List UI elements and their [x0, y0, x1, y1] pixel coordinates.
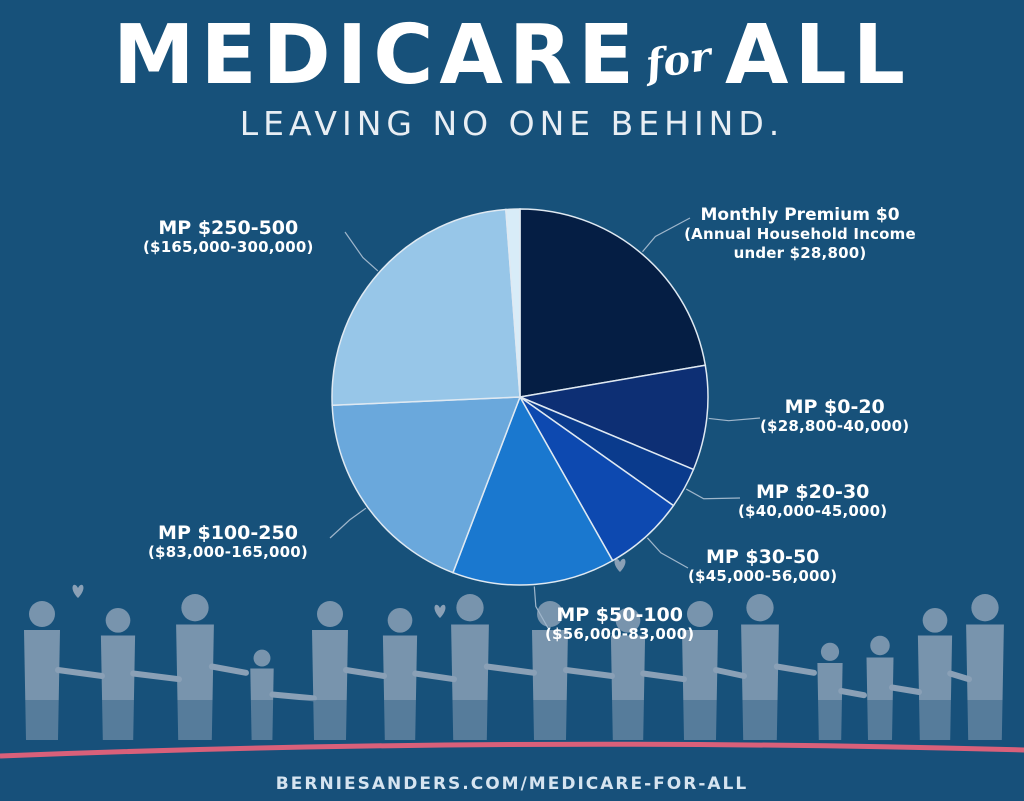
leader-line-1 [708, 417, 761, 422]
pie-slice-7 [505, 208, 521, 398]
accent-line [0, 741, 1024, 759]
leader-line-2 [685, 488, 741, 500]
label-slice-2: MP $20-30 ($40,000-45,000) [738, 483, 887, 521]
person-silhouette [610, 607, 646, 740]
pie-slice-6 [331, 208, 521, 407]
pie-slices [331, 208, 709, 586]
label-0-income: (Annual Household Income under $28,800) [684, 225, 916, 262]
pie-slice-1 [517, 364, 709, 471]
leader-line-0 [642, 217, 691, 253]
pie-slice-4 [452, 395, 614, 586]
person-silhouette [176, 594, 214, 740]
label-2-income: ($40,000-45,000) [738, 502, 888, 520]
label-4-income: ($56,000-83,000) [545, 625, 695, 643]
label-3-income: ($45,000-56,000) [688, 567, 838, 585]
label-slice-1: MP $0-20 ($28,800-40,000) [760, 398, 909, 436]
page-title: MEDICAREfor ALL [0, 6, 1024, 111]
person-silhouette [532, 601, 568, 740]
page-subtitle: LEAVING NO ONE BEHIND. [239, 104, 785, 143]
footer-url: BERNIESANDERS.COM/MEDICARE-FOR-ALL [275, 774, 749, 794]
heart-icon [72, 584, 84, 598]
label-5-income: ($83,000-165,000) [148, 543, 308, 561]
label-4-mp: MP $50-100 [556, 604, 683, 626]
leader-line-4 [533, 586, 549, 629]
person-silhouette [817, 642, 843, 740]
person-silhouette [24, 601, 60, 740]
label-slice-3: MP $30-50 ($45,000-56,000) [688, 548, 837, 586]
leader-line-5 [329, 507, 367, 539]
label-5-mp: MP $100-250 [158, 522, 298, 544]
person-silhouette [451, 594, 489, 740]
label-slice-4: MP $50-100 ($56,000-83,000) [545, 606, 694, 644]
person-silhouette [382, 607, 418, 740]
leader-lines [329, 217, 761, 629]
person-silhouette [100, 607, 136, 740]
person-silhouette [312, 601, 348, 740]
title-medicare: MEDICARE [113, 8, 641, 103]
label-0-mp: Monthly Premium $0 [700, 205, 900, 225]
heart-icon [434, 604, 446, 618]
heart-icon [614, 558, 626, 572]
label-1-income: ($28,800-40,000) [760, 417, 910, 435]
person-silhouette [682, 601, 718, 740]
label-6-income: ($165,000-300,000) [143, 238, 314, 256]
label-6-mp: MP $250-500 [158, 217, 299, 239]
label-slice-6: MP $250-500 ($165,000-300,000) [143, 219, 314, 257]
pie-slice-0 [519, 208, 707, 398]
pie-slice-5 [331, 396, 522, 574]
label-slice-0: Monthly Premium $0 (Annual Household Inc… [680, 206, 920, 263]
person-silhouette [250, 649, 274, 740]
people-silhouettes [0, 558, 1024, 801]
person-silhouette [917, 607, 953, 740]
title-all: ALL [725, 8, 911, 103]
label-1-mp: MP $0-20 [784, 396, 885, 418]
label-slice-5: MP $100-250 ($83,000-165,000) [148, 524, 308, 562]
leader-line-3 [646, 537, 689, 569]
person-silhouette [966, 594, 1004, 740]
label-2-mp: MP $20-30 [755, 481, 870, 503]
person-silhouette [866, 635, 894, 740]
leader-line-6 [344, 231, 379, 272]
label-3-mp: MP $30-50 [705, 546, 820, 568]
person-silhouette [741, 594, 779, 740]
